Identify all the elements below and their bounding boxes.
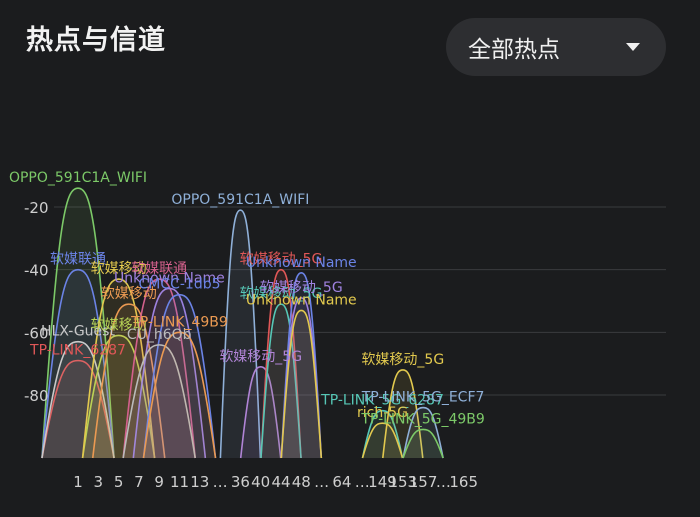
network-label: OPPO_591C1A_WIFI (9, 170, 147, 186)
x-tick-label: … (213, 473, 228, 491)
network-curve-fill (42, 269, 114, 458)
network-label: 软媒联通 (50, 252, 106, 268)
network-label: TP-LINK_5G_ECF7 (361, 390, 485, 406)
network-label: TP-LINK_5G_6287 (320, 393, 444, 409)
network-label: TP-LINK_49B9 (130, 314, 228, 330)
x-tick-label: 13 (190, 473, 209, 491)
network-label: 软媒移动_5G (219, 349, 302, 365)
triangle-down-icon (626, 43, 640, 51)
network-curve (122, 344, 196, 459)
y-axis: -20 -40 -60 -80 (24, 199, 49, 405)
network-labels: OPPO_591C1A_WIFI 软媒联通 TP-LINK_6287 HLX-Gues… (9, 170, 485, 427)
network-label: Unknown Name (246, 255, 357, 271)
network-curve-fill (240, 366, 281, 458)
network-curve (260, 303, 302, 459)
filter-selected-label: 全部热点 (468, 37, 560, 63)
network-label: Unknown Name (114, 270, 225, 286)
x-tick-label: … (436, 473, 451, 491)
network-curve (142, 293, 217, 459)
network-label: HLX-Guest (41, 324, 115, 340)
network-curve-fill (82, 279, 155, 458)
network-curve (91, 303, 166, 459)
x-tick-label: 149 (368, 473, 397, 491)
network-curve-fill (281, 272, 322, 458)
y-tick-label: -40 (24, 262, 49, 280)
network-curve (239, 365, 282, 459)
network-label: 软媒移动_5G (260, 280, 343, 296)
network-curve (132, 287, 207, 459)
hotspot-filter-dropdown[interactable]: 全部热点 (446, 18, 666, 76)
x-tick-label: 1 (73, 473, 83, 491)
network-label: rich-5G (357, 405, 408, 421)
network-curve-fill (362, 410, 403, 458)
network-curve-fill (143, 332, 216, 458)
network-curve-fill (123, 344, 196, 458)
network-curve (361, 409, 404, 459)
network-curve (280, 297, 323, 459)
network-curve (280, 271, 323, 459)
x-tick-label: 7 (134, 473, 144, 491)
x-tick-label: 9 (154, 473, 164, 491)
x-tick-label: … (355, 473, 370, 491)
x-tick-label: … (314, 473, 329, 491)
x-tick-label: 36 (231, 473, 250, 491)
network-label: 软媒移动_5G (361, 352, 444, 368)
network-curve (219, 209, 262, 459)
network-curve (41, 359, 115, 459)
network-curve (81, 278, 156, 459)
network-label: Unknown Name (246, 292, 357, 308)
chart-curves (41, 187, 444, 459)
network-curve (41, 268, 115, 459)
x-tick-label: 64 (332, 473, 351, 491)
network-curve (41, 187, 115, 459)
network-curve-fill (42, 188, 114, 458)
network-label: 软媒移动_5G (240, 286, 323, 302)
network-curve (361, 422, 404, 459)
network-curve-fill (92, 304, 165, 458)
x-tick-label: 153 (388, 473, 417, 491)
network-label: CU_h6Qb (127, 327, 192, 343)
network-label: 软媒移动_5G (240, 252, 323, 268)
network-label: TP-LINK_6287 (29, 343, 126, 359)
network-label: CMCC-1db5 (138, 277, 220, 293)
network-label: 软媒移动 (91, 317, 147, 333)
network-curve-fill (220, 210, 261, 458)
x-tick-label: 11 (170, 473, 189, 491)
network-label: 软媒移动 (101, 286, 157, 302)
x-tick-label: 3 (94, 473, 104, 491)
network-curve (402, 428, 444, 459)
x-tick-label: 165 (449, 473, 478, 491)
x-tick-label: 48 (292, 473, 311, 491)
network-label: OPPO_591C1A_WIFI (171, 192, 309, 208)
network-curve (402, 406, 444, 459)
network-curve (280, 309, 323, 459)
network-label: TP-LINK_5G_49B9 (360, 411, 484, 427)
y-tick-label: -80 (24, 387, 49, 405)
x-tick-label: 44 (271, 473, 290, 491)
y-tick-label: -20 (24, 199, 49, 217)
network-curve (142, 331, 217, 459)
x-tick-label: 5 (114, 473, 124, 491)
network-curve-fill (281, 310, 322, 458)
network-curve-fill (403, 407, 444, 458)
y-tick-label: -60 (24, 324, 49, 342)
network-curve-fill (362, 423, 403, 458)
x-tick-label: 40 (251, 473, 270, 491)
page-title: 热点与信道 (26, 25, 166, 56)
x-tick-label: 157 (409, 473, 438, 491)
network-label: 软媒联通 (131, 261, 187, 277)
network-curve (260, 268, 302, 459)
network-label: 软媒移动 (91, 261, 147, 277)
network-curve (382, 369, 424, 459)
network-curve (122, 278, 196, 459)
